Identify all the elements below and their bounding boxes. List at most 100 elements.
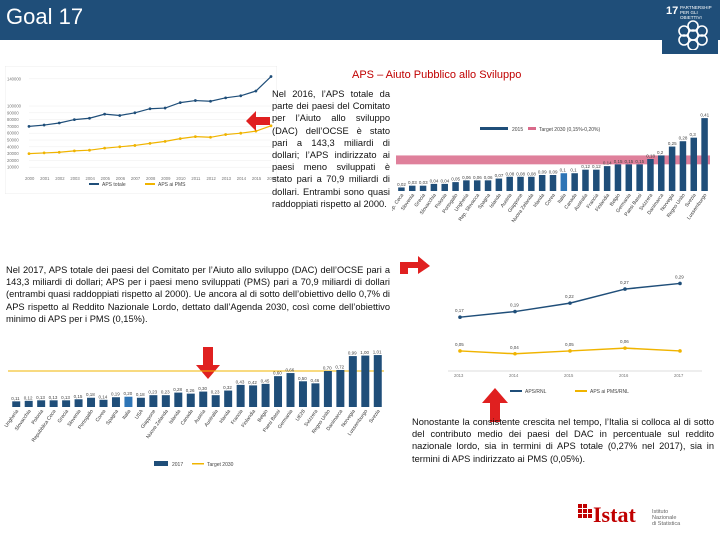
bar [37,400,46,407]
bar [408,185,416,191]
y-tick-label: 20000 [7,158,19,163]
arrow-left-icon [246,111,270,131]
bar [99,399,108,407]
series-point [103,112,107,116]
series-point [568,349,572,353]
series-point [678,349,682,353]
bar-value-label: 0,1 [570,168,577,173]
bar-value-label: 0,04 [440,178,449,183]
y-tick-label: 50000 [7,138,19,143]
x-tick-label: 2009 [161,176,171,181]
bar [274,376,283,407]
bar-value-label: 0,3 [690,132,697,137]
bar-value-label: 0,20 [123,391,132,396]
bar [593,169,600,191]
category-label: Svezia [368,409,382,425]
series-point [458,349,462,353]
bar-value-label: 0,43 [236,379,245,384]
series-point [254,89,258,93]
series-point [88,116,91,120]
bar [668,146,676,191]
bar [298,381,307,407]
bar [261,383,270,407]
series-point [269,75,273,78]
bar-value-label: 0,15 [625,159,634,164]
x-tick-label: 2005 [101,176,111,181]
bar [658,155,665,191]
series-line-aps-rnl [459,282,681,318]
series-point [568,301,572,305]
paragraph-italia: Nonostante la consistente crescita nel t… [412,417,714,464]
bar [538,175,546,191]
series-point [239,131,243,135]
series-point [148,107,152,111]
bar-value-label: 0,06 [484,175,493,180]
series-point [623,346,627,350]
x-tick-label: 2008 [146,176,156,181]
y-tick-label: 90000 [7,110,19,115]
bar [311,383,320,407]
x-tick-label: 2011 [191,176,201,181]
x-tick-label: 2016 [267,176,277,181]
bar-value-label: 0,15 [614,159,623,164]
bar-value-label: 0,30 [198,386,207,391]
bar-value-label: 0,04 [430,178,439,183]
series-point [678,281,682,286]
bar-value-label: 0,13 [36,395,45,400]
x-tick-label: 2017 [674,373,684,378]
arrow-up-right-icon [400,256,430,274]
bar-value-label: 0,45 [261,378,270,383]
point-label: 0,17 [455,308,464,313]
x-tick-label: 2016 [619,373,629,378]
bar-value-label: 0,42 [248,380,257,385]
bar [149,395,158,407]
bar-value-label: 0,28 [173,387,182,392]
bar [430,183,438,191]
slide-title: APS – Aiuto Pubblico allo Sviluppo [352,69,522,81]
bar-value-label: 0,23 [148,390,157,395]
chart2-legend: 2015 Target 2030 (0,15%-0,20%) [480,127,600,133]
bar-value-label: 0,2 [657,150,664,155]
paragraph-aps-2016: Nel 2016, l’APS totale da parte dei paes… [272,89,390,209]
legend-swatch-aps-pms-rnl [575,390,587,392]
bar-value-label: 0,41 [700,113,709,118]
bar-value-label: 0,08 [516,171,525,176]
bar-value-label: 0,06 [473,175,482,180]
paragraph-aps-2017: Nel 2017, APS totale dei paesi del Comit… [6,265,390,324]
bar-value-label: 0,03 [419,180,428,185]
bar [74,399,83,407]
legend-aps-totale: APS totale [102,182,126,188]
bar-value-label: 0,14 [99,394,108,399]
legend-aps-rnl: APS/RNL [525,389,547,395]
bar-value-label: 0,08 [505,171,514,176]
bar [441,183,448,191]
point-label: 0,22 [565,294,574,299]
bar-value-label: 0,02 [397,182,406,187]
series-point [193,135,197,138]
bar-value-label: 0,15 [635,159,644,164]
chart-aps-2017: 0,11Ungheria0,12Slovacchia0,13Polonia0,1… [4,350,384,468]
bar [12,401,21,407]
series-point [27,152,31,155]
y-tick-label: 10000 [7,165,19,170]
bar-value-label: 0,12 [592,164,601,169]
bar-value-label: 0,25 [668,141,677,146]
bar-value-label: 0,26 [186,388,195,393]
x-tick-label: 2007 [131,176,141,181]
bar-value-label: 0,08 [527,171,536,176]
bar [348,356,357,407]
point-label: 0,05 [565,342,574,347]
bar-value-label: 0,13 [61,395,70,400]
bar [473,180,481,191]
legend-target-2030: Target 2030 (0,15%-0,20%) [539,127,600,133]
series-point [209,135,212,139]
y-tick-label: 100000 [7,104,22,109]
x-tick-label: 2002 [55,176,65,181]
bar-value-label: 0,23 [161,390,170,395]
header-bar: Goal 17 [0,0,720,40]
bar [625,164,633,191]
bar-value-label: 0,60 [273,371,282,376]
x-tick-label: 2014 [509,373,519,378]
category-label: Italia [557,193,568,205]
x-tick-label: 2003 [70,176,80,181]
